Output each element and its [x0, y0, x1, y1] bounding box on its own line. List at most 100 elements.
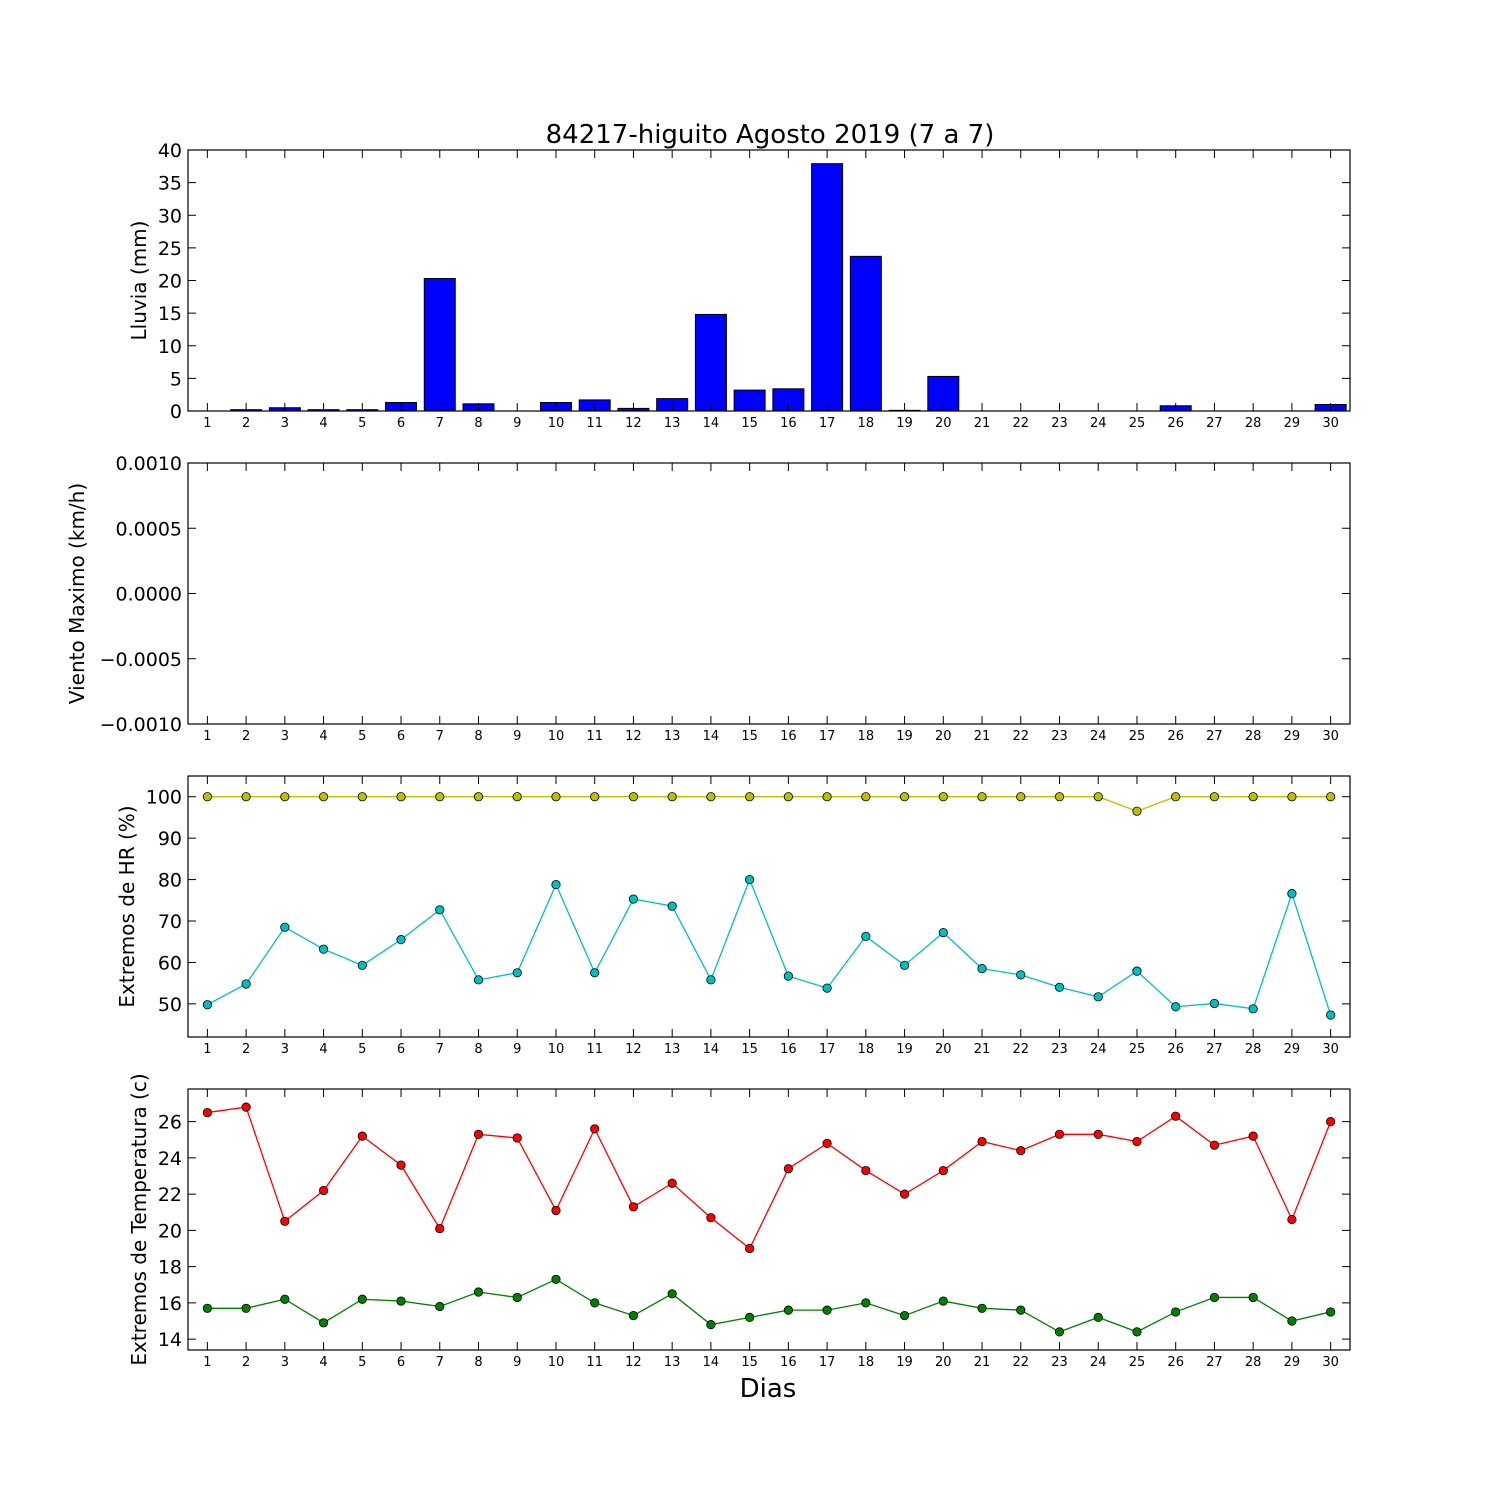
series-1-point-day-23 — [1054, 1129, 1065, 1139]
ytick-label: 40 — [158, 140, 182, 162]
ytick-label: 35 — [158, 173, 182, 195]
series-2-point-day-26 — [1171, 1307, 1181, 1317]
xtick-label: 7 — [436, 416, 444, 431]
series-1-point-day-30 — [1326, 792, 1336, 802]
series-1-point-day-20 — [938, 1165, 948, 1176]
xtick-label: 10 — [548, 1042, 565, 1057]
xtick-label: 10 — [548, 416, 565, 431]
ytick-label: −0.0005 — [100, 649, 182, 671]
xtick-label: 22 — [1012, 729, 1029, 744]
series-2-point-day-14 — [706, 1320, 716, 1330]
xtick-label: 15 — [741, 1042, 758, 1057]
series-1-point-day-9 — [512, 1133, 522, 1143]
series-1-point-day-1 — [202, 792, 212, 802]
xtick-label: 21 — [974, 729, 991, 744]
series-1-point-day-13 — [667, 1178, 677, 1188]
series-2-point-day-13 — [667, 901, 677, 911]
xtick-label: 20 — [935, 416, 952, 431]
xtick-label: 14 — [703, 1042, 720, 1057]
xtick-label: 11 — [586, 1042, 603, 1057]
bar-day-14 — [694, 313, 727, 412]
series-1-point-day-7 — [435, 792, 445, 802]
series-2-point-day-10 — [551, 879, 561, 890]
series-2-point-day-15 — [745, 874, 755, 885]
series-2-point-day-11 — [590, 1298, 600, 1308]
series-1-point-day-5 — [357, 1131, 367, 1141]
ytick-label: 0.0010 — [116, 453, 182, 475]
xtick-label: 7 — [436, 1355, 444, 1370]
series-line-2 — [207, 1278, 1331, 1333]
xtick-label: 28 — [1245, 416, 1262, 431]
series-1-point-day-16 — [783, 792, 793, 802]
series-2-point-day-29 — [1287, 889, 1297, 899]
series-1-point-day-22 — [1016, 792, 1026, 802]
series-1-point-day-18 — [861, 792, 871, 802]
xtick-label: 1 — [203, 729, 211, 744]
xtick-label: 16 — [780, 416, 797, 431]
series-2-point-day-28 — [1248, 1292, 1258, 1303]
xtick-label: 6 — [397, 1042, 405, 1057]
series-1-point-day-15 — [745, 1243, 755, 1254]
series-1-point-day-11 — [590, 1124, 600, 1134]
series-2-point-day-16 — [783, 971, 793, 981]
series-2-point-day-29 — [1287, 1316, 1297, 1326]
xtick-label: 16 — [780, 729, 797, 744]
xtick-label: 11 — [586, 729, 603, 744]
xtick-label: 29 — [1284, 1042, 1301, 1057]
series-2-point-day-22 — [1016, 1305, 1026, 1315]
xtick-label: 8 — [474, 416, 482, 431]
xtick-label: 22 — [1012, 416, 1029, 431]
xtick-label: 30 — [1322, 1355, 1339, 1370]
xtick-label: 13 — [664, 1042, 681, 1057]
series-1-point-day-22 — [1016, 1146, 1026, 1156]
xtick-label: 3 — [281, 1042, 289, 1057]
series-2-point-day-4 — [318, 944, 329, 954]
bar-day-7 — [423, 278, 456, 412]
series-1-point-day-29 — [1287, 1214, 1297, 1225]
xtick-label: 25 — [1129, 729, 1146, 744]
series-1-point-day-17 — [822, 792, 832, 802]
series-2-point-day-27 — [1209, 998, 1220, 1009]
ytick-label: 20 — [158, 271, 182, 293]
series-2-point-day-30 — [1326, 1010, 1336, 1020]
xtick-label: 27 — [1206, 416, 1223, 431]
series-2-point-day-10 — [551, 1274, 561, 1284]
xtick-label: 29 — [1284, 416, 1301, 431]
y-axis-label: Lluvia (mm) — [127, 221, 151, 341]
series-1-point-day-5 — [357, 792, 367, 802]
ytick-label: −0.0010 — [100, 714, 182, 736]
xtick-label: 8 — [474, 729, 482, 744]
xtick-label: 5 — [358, 1042, 366, 1057]
xtick-label: 3 — [281, 729, 289, 744]
xtick-label: 14 — [703, 416, 720, 431]
series-2-point-day-23 — [1054, 1327, 1065, 1337]
series-2-point-day-30 — [1326, 1307, 1336, 1317]
axes-frame — [187, 775, 1351, 1038]
xtick-label: 15 — [741, 416, 758, 431]
ytick-label: 15 — [158, 303, 182, 325]
series-1-point-day-12 — [628, 1202, 639, 1212]
series-1-point-day-10 — [551, 792, 561, 802]
series-2-point-day-21 — [977, 1303, 987, 1313]
xtick-label: 26 — [1167, 416, 1184, 431]
xtick-label: 18 — [858, 416, 875, 431]
xtick-label: 6 — [397, 1355, 405, 1370]
xtick-label: 5 — [358, 729, 366, 744]
series-1-point-day-23 — [1054, 792, 1065, 802]
series-1-point-day-4 — [318, 1185, 329, 1196]
xtick-label: 28 — [1245, 1355, 1262, 1370]
xtick-label: 7 — [436, 729, 444, 744]
xtick-label: 23 — [1051, 416, 1068, 431]
series-line-1 — [207, 796, 1331, 812]
y-axis-label: Extremos de Temperatura (c) — [127, 1073, 151, 1365]
ytick-label: 70 — [158, 911, 182, 933]
xtick-label: 27 — [1206, 1042, 1223, 1057]
xtick-label: 16 — [780, 1042, 797, 1057]
series-1-point-day-19 — [899, 1189, 910, 1199]
series-2-point-day-2 — [241, 979, 251, 989]
series-1-point-day-2 — [241, 792, 251, 802]
series-2-point-day-1 — [202, 1000, 212, 1010]
xtick-label: 10 — [548, 729, 565, 744]
series-2-point-day-19 — [899, 960, 910, 970]
